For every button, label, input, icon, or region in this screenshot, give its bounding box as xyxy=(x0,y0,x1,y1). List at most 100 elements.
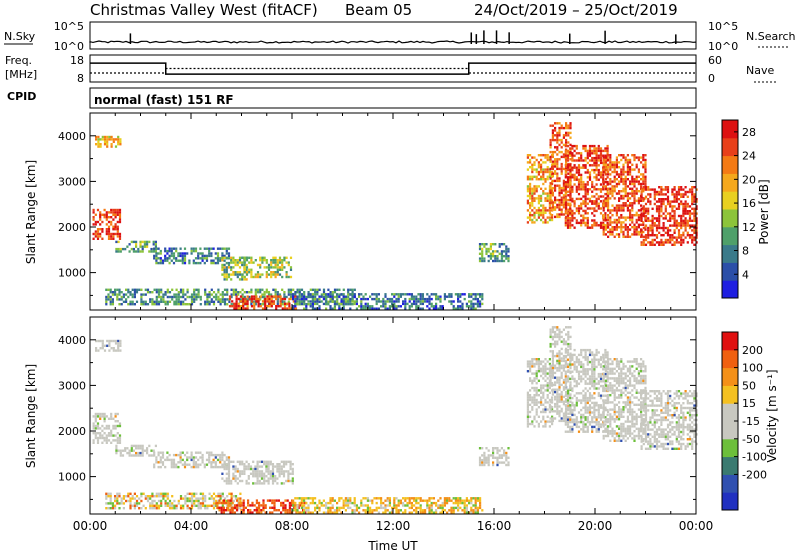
power-cell xyxy=(226,303,229,306)
velocity-cell xyxy=(294,504,297,507)
power-cell xyxy=(686,212,689,215)
velocity-cell xyxy=(96,422,100,425)
power-cell xyxy=(624,226,627,229)
power-cell xyxy=(613,197,616,200)
power-cell xyxy=(201,254,204,258)
power-cell xyxy=(362,297,365,301)
power-cell xyxy=(535,178,538,181)
power-cell xyxy=(101,135,104,139)
velocity-cell xyxy=(479,506,482,510)
velocity-cell xyxy=(267,467,270,471)
velocity-cell xyxy=(225,456,228,459)
power-cell xyxy=(151,303,154,306)
power-cell xyxy=(655,193,659,196)
power-cell xyxy=(586,202,589,205)
power-cell xyxy=(129,300,132,303)
velocity-cell xyxy=(531,422,534,426)
velocity-cell xyxy=(410,497,413,500)
power-cell xyxy=(693,198,696,201)
velocity-cell xyxy=(311,499,314,502)
power-cell xyxy=(254,293,257,296)
power-cell xyxy=(421,297,424,301)
power-cell xyxy=(457,297,460,301)
power-cell xyxy=(584,204,587,208)
power-cell xyxy=(494,257,497,260)
colorbar-tick-label: 4 xyxy=(742,268,749,281)
power-cell xyxy=(604,168,607,172)
power-cell xyxy=(188,261,191,265)
power-cell xyxy=(626,170,629,174)
velocity-cell xyxy=(533,365,536,368)
velocity-cell xyxy=(531,396,534,399)
velocity-cell xyxy=(242,499,245,502)
velocity-cell xyxy=(318,509,321,512)
velocity-cell xyxy=(183,453,187,457)
power-cell xyxy=(210,300,213,303)
power-cell xyxy=(140,293,143,296)
power-cell xyxy=(489,252,492,255)
velocity-cell xyxy=(157,504,161,507)
velocity-cell xyxy=(225,472,228,475)
power-cell xyxy=(116,211,119,214)
velocity-cell xyxy=(271,472,275,475)
velocity-cell xyxy=(544,398,547,402)
power-cell xyxy=(613,226,616,229)
power-cell xyxy=(637,216,640,219)
velocity-cell xyxy=(556,376,559,379)
power-cell xyxy=(256,291,260,294)
power-cell xyxy=(695,226,698,230)
power-cell xyxy=(569,126,572,130)
power-cell xyxy=(168,291,172,294)
power-cell xyxy=(404,302,407,306)
velocity-cell xyxy=(171,507,174,510)
power-cell xyxy=(642,190,645,193)
power-cell xyxy=(582,219,585,222)
power-cell xyxy=(637,230,640,234)
velocity-cell xyxy=(554,383,557,387)
power-cell xyxy=(609,168,612,171)
power-cell xyxy=(210,252,213,255)
power-cell xyxy=(540,154,543,157)
power-cell xyxy=(121,247,125,251)
velocity-cell xyxy=(282,460,286,463)
power-cell xyxy=(569,184,572,187)
velocity-cell xyxy=(419,506,422,510)
power-cell xyxy=(117,135,120,139)
power-cell xyxy=(255,300,258,303)
power-cell xyxy=(340,300,343,303)
power-cell xyxy=(548,206,551,210)
power-cell xyxy=(149,300,152,303)
velocity-cell xyxy=(558,381,561,384)
velocity-cell xyxy=(210,463,213,466)
velocity-cell xyxy=(428,499,431,502)
power-cell xyxy=(577,180,581,184)
velocity-cell xyxy=(470,497,473,500)
power-cell xyxy=(597,178,600,181)
power-cell xyxy=(421,302,424,306)
power-cell xyxy=(686,241,689,244)
velocity-cell xyxy=(526,425,529,428)
power-cell xyxy=(268,300,271,303)
power-cell xyxy=(227,266,231,269)
power-cell xyxy=(265,273,268,276)
velocity-cell xyxy=(535,372,538,375)
velocity-cell xyxy=(162,492,165,495)
power-cell xyxy=(117,250,120,253)
power-cell xyxy=(620,228,623,231)
velocity-cell xyxy=(133,502,136,505)
power-cell xyxy=(338,288,341,291)
velocity-cell xyxy=(103,436,106,440)
power-cell xyxy=(236,271,239,274)
velocity-cell xyxy=(245,479,248,483)
title-beam: Beam 05 xyxy=(345,1,412,19)
velocity-cell xyxy=(114,504,117,507)
power-cell xyxy=(588,164,592,167)
power-cell xyxy=(250,271,253,274)
power-cell xyxy=(157,261,160,265)
power-cell xyxy=(611,230,614,234)
power-cell xyxy=(558,208,561,211)
power-cell xyxy=(577,159,581,162)
power-cell xyxy=(599,161,603,165)
power-cell xyxy=(146,303,150,306)
velocity-cell xyxy=(149,497,152,500)
